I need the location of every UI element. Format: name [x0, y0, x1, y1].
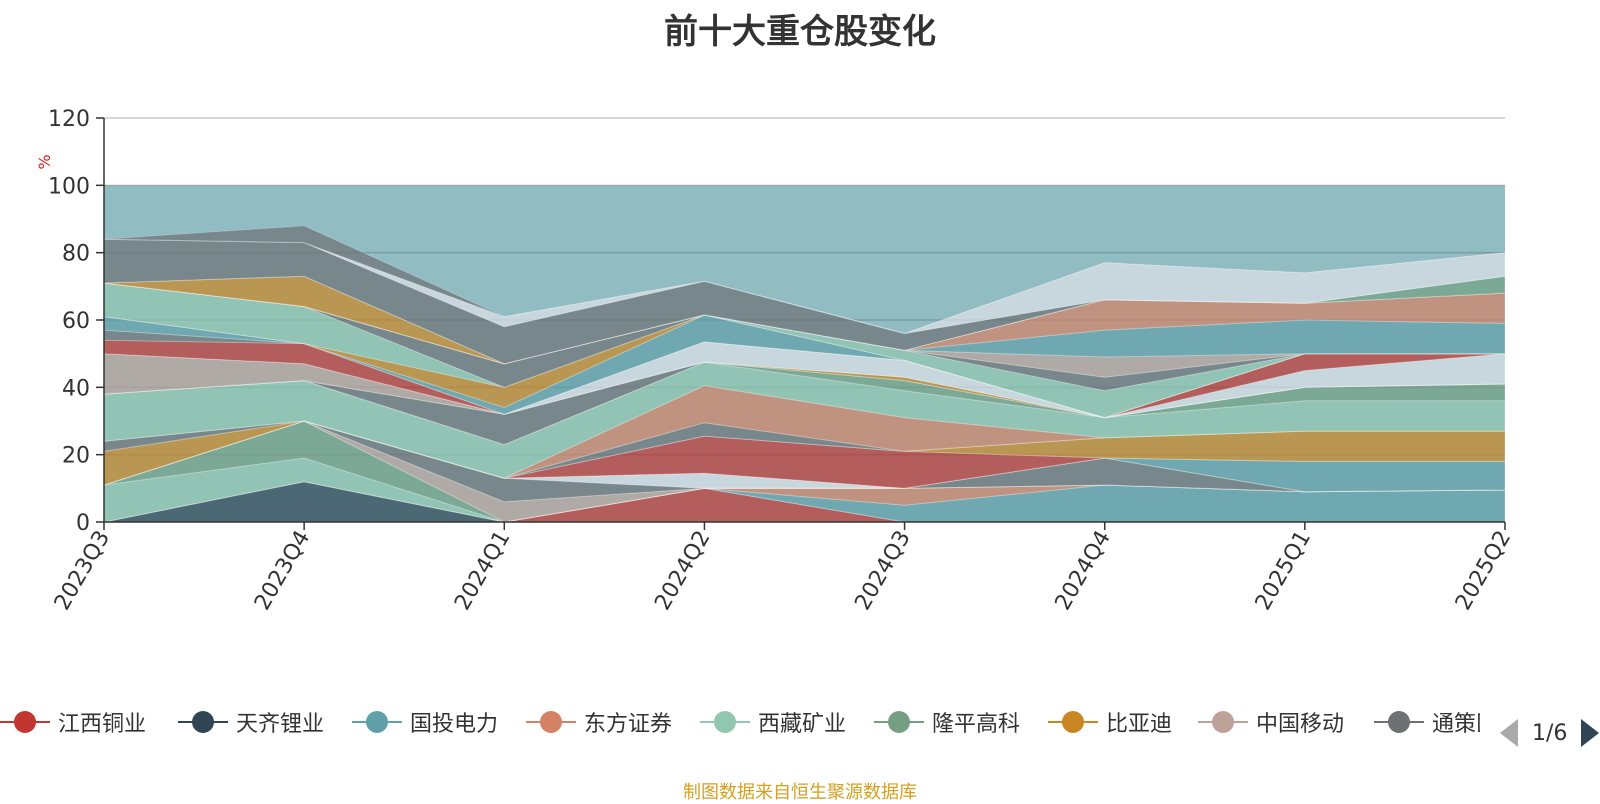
legend-item[interactable]: 天齐锂业 — [178, 702, 324, 742]
legend-item[interactable]: 西藏矿业 — [700, 702, 846, 742]
y-tick-label: 40 — [62, 376, 90, 401]
x-tick-label: 2023Q3 — [50, 527, 115, 615]
y-tick-label: 60 — [62, 309, 90, 334]
x-tick-label: 2024Q1 — [450, 527, 515, 615]
x-tick-label: 2024Q3 — [850, 527, 915, 615]
legend-label: 中国移动 — [1256, 712, 1345, 737]
legend-swatch-icon — [700, 702, 750, 742]
legend-item[interactable]: 江西铜业 — [0, 702, 146, 742]
x-tick-label: 2024Q4 — [1051, 527, 1116, 615]
legend-label: 比亚迪 — [1106, 712, 1173, 737]
x-tick-label: 2024Q2 — [650, 527, 715, 615]
legend-swatch-icon — [874, 702, 924, 742]
legend-label: 东方证券 — [584, 712, 673, 737]
legend-pager: 1/6 — [1500, 718, 1600, 748]
x-tick-label: 2025Q2 — [1451, 527, 1516, 615]
area-series[interactable] — [103, 238, 1506, 335]
legend-page-indicator: 1/6 — [1532, 720, 1568, 746]
y-tick-label: 100 — [48, 174, 90, 199]
legend-swatch-icon — [178, 702, 228, 742]
y-axis-unit-label: % — [35, 154, 54, 169]
area-series[interactable] — [103, 282, 1505, 378]
area-series[interactable] — [103, 225, 1506, 335]
legend-swatch-icon — [1198, 702, 1248, 742]
area-series[interactable] — [103, 282, 1506, 365]
legend-item[interactable]: 国投电力 — [352, 702, 498, 742]
legend-item[interactable]: 通策医疗 — [1374, 702, 1480, 742]
legend-next-page-icon[interactable] — [1581, 719, 1600, 747]
chart-title: 前十大重仓股变化 — [664, 12, 936, 52]
legend-item[interactable]: 隆平高科 — [874, 702, 1020, 742]
legend-swatch-icon — [1048, 702, 1098, 742]
legend-label: 西藏矿业 — [758, 712, 847, 737]
legend-swatch-icon — [352, 702, 402, 742]
legend-swatch-icon — [0, 702, 50, 742]
legend-prev-page-icon[interactable] — [1500, 719, 1518, 747]
y-tick-label: 20 — [62, 444, 90, 469]
legend-swatch-icon — [526, 702, 576, 742]
legend-label: 国投电力 — [410, 712, 499, 737]
area-series[interactable] — [103, 282, 1506, 365]
x-tick-label: 2025Q1 — [1251, 527, 1316, 615]
y-tick-label: 120 — [48, 107, 90, 132]
source-note: 制图数据来自恒生聚源数据库 — [683, 782, 917, 803]
legend-label: 通策医疗 — [1432, 712, 1480, 737]
area-series[interactable] — [103, 339, 1506, 419]
y-tick-label: 0 — [76, 511, 90, 536]
legend-item[interactable]: 中国移动 — [1198, 702, 1344, 742]
area-series[interactable] — [103, 275, 1506, 365]
legend-label: 江西铜业 — [58, 712, 147, 737]
legend-item[interactable]: 东方证券 — [526, 702, 672, 742]
legend: 江西铜业 天齐锂业 国投电力 东方证券 西藏矿业 隆平高科 比亚迪 中国移动 通策医疗 — [0, 702, 1480, 742]
legend-label: 天齐锂业 — [236, 712, 325, 737]
legend-item[interactable]: 比亚迪 — [1048, 702, 1172, 742]
legend-label: 隆平高科 — [932, 712, 1021, 737]
y-tick-label: 80 — [62, 242, 90, 267]
area-series[interactable] — [103, 341, 1506, 419]
x-tick-label: 2023Q4 — [250, 527, 315, 615]
legend-swatch-icon — [1374, 702, 1424, 742]
area-series[interactable] — [103, 282, 1505, 392]
